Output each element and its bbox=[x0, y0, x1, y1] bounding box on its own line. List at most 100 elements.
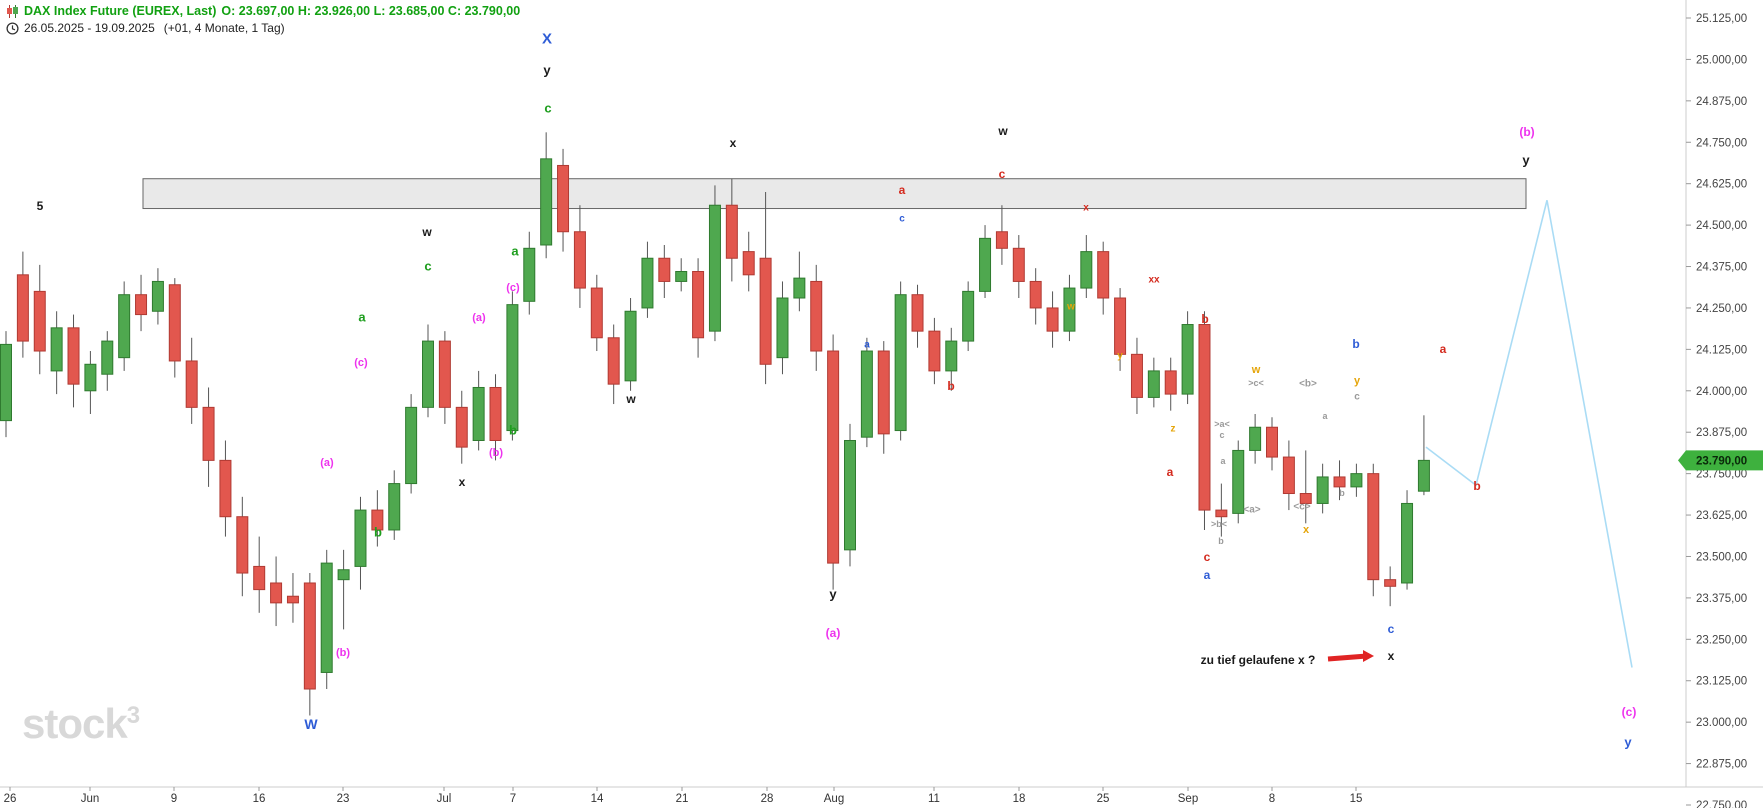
wave-label[interactable]: y bbox=[1624, 735, 1632, 750]
candle-body bbox=[523, 247, 536, 302]
candle-body bbox=[1316, 476, 1329, 504]
wave-label[interactable]: w bbox=[1251, 364, 1261, 376]
candle-body bbox=[118, 294, 131, 359]
candle-body bbox=[1181, 324, 1194, 395]
wave-label[interactable]: c bbox=[1204, 550, 1211, 564]
resistance-zone[interactable] bbox=[142, 178, 1527, 210]
wave-label[interactable]: z bbox=[1171, 424, 1176, 435]
candle-body bbox=[1080, 251, 1093, 289]
wave-label[interactable]: x bbox=[1303, 524, 1310, 536]
wave-label[interactable]: c bbox=[1219, 430, 1224, 440]
wave-label[interactable]: c bbox=[424, 259, 431, 274]
wave-label[interactable]: y bbox=[1117, 351, 1123, 362]
wave-label[interactable]: (b) bbox=[489, 447, 503, 459]
candle bbox=[286, 573, 299, 623]
callout-arrow[interactable] bbox=[1327, 653, 1368, 662]
wave-label[interactable]: (c) bbox=[506, 282, 520, 294]
stock3-logo-text: stock bbox=[22, 700, 128, 747]
wave-label[interactable]: xx bbox=[1148, 275, 1160, 286]
candle-body bbox=[236, 516, 249, 574]
candle-body bbox=[979, 237, 992, 292]
candle bbox=[894, 281, 907, 441]
time-tick-label: 26 bbox=[4, 793, 17, 805]
wave-label[interactable]: y bbox=[829, 587, 837, 602]
wave-label[interactable]: y bbox=[543, 63, 551, 78]
wave-label[interactable]: w bbox=[997, 124, 1008, 138]
candle bbox=[202, 387, 215, 487]
candle-body bbox=[135, 294, 148, 316]
wave-label[interactable]: (b) bbox=[1519, 125, 1534, 139]
wave-label[interactable]: y bbox=[1354, 375, 1361, 387]
time-axis[interactable]: 26 Jun 9 16 23 Jul 7 14 21 28 Aug 11 18 25 Sep 8 15 bbox=[4, 787, 1363, 805]
wave-label[interactable]: <a> bbox=[1243, 505, 1260, 516]
candle-body bbox=[438, 340, 451, 408]
candle bbox=[742, 231, 755, 292]
wave-label[interactable]: a bbox=[1167, 465, 1174, 479]
candle-body bbox=[607, 337, 620, 385]
wave-label[interactable]: x bbox=[1388, 649, 1395, 663]
wave-label[interactable]: a bbox=[1204, 568, 1211, 582]
wave-label[interactable]: a bbox=[358, 310, 366, 325]
projection-line[interactable] bbox=[1425, 200, 1633, 668]
wave-label[interactable]: (a) bbox=[472, 312, 486, 324]
wave-label[interactable]: <c> bbox=[1293, 502, 1310, 513]
wave-label[interactable]: c bbox=[544, 101, 551, 116]
wave-label[interactable]: W bbox=[304, 716, 318, 732]
time-tick-label: Aug bbox=[824, 793, 844, 805]
candle bbox=[354, 496, 367, 590]
wave-label[interactable]: X bbox=[542, 30, 552, 47]
wave-label[interactable]: b bbox=[1201, 312, 1208, 326]
candle bbox=[708, 185, 721, 342]
wave-label[interactable]: a bbox=[1322, 411, 1328, 421]
candle-body bbox=[540, 158, 553, 246]
wave-label[interactable]: b bbox=[509, 423, 517, 438]
wave-label[interactable]: x bbox=[730, 136, 737, 150]
wave-label[interactable]: x bbox=[459, 475, 466, 489]
wave-label[interactable]: (c) bbox=[1622, 705, 1637, 719]
candle bbox=[540, 132, 553, 259]
price-tick-label: 24.625,00 bbox=[1696, 179, 1747, 191]
candle bbox=[979, 225, 992, 299]
wave-label[interactable]: y bbox=[1522, 153, 1530, 168]
callout-text[interactable]: zu tief gelaufene x ? bbox=[1201, 653, 1316, 667]
wave-label[interactable]: w bbox=[1066, 302, 1075, 313]
wave-label[interactable]: (c) bbox=[354, 357, 368, 369]
candle-body bbox=[1164, 370, 1177, 395]
candle bbox=[151, 268, 164, 325]
wave-label[interactable]: (a) bbox=[826, 626, 841, 640]
wave-label[interactable]: b bbox=[947, 379, 954, 393]
price-tick-label: 23.125,00 bbox=[1696, 676, 1747, 688]
wave-label[interactable]: c bbox=[1354, 392, 1360, 403]
wave-label[interactable]: c bbox=[899, 214, 905, 225]
wave-label[interactable]: a bbox=[511, 244, 519, 259]
wave-label[interactable]: b bbox=[374, 525, 382, 540]
wave-label[interactable]: >b< bbox=[1211, 519, 1227, 529]
wave-label[interactable]: >c< bbox=[1248, 378, 1264, 388]
price-tick-label: 24.250,00 bbox=[1696, 303, 1747, 315]
current-price-label: 23.790,00 bbox=[1696, 455, 1747, 467]
wave-label[interactable]: b bbox=[1218, 536, 1224, 546]
wave-label[interactable]: a bbox=[1220, 456, 1226, 466]
price-axis[interactable]: 25.125,00 25.000,00 24.875,00 24.750,00 24.6… bbox=[1686, 13, 1747, 808]
wave-label[interactable]: a bbox=[899, 183, 906, 197]
wave-label[interactable]: a bbox=[864, 340, 870, 351]
wave-label[interactable]: a bbox=[1440, 342, 1447, 356]
candle-body bbox=[1063, 287, 1076, 332]
wave-label[interactable]: w bbox=[625, 392, 636, 406]
wave-label[interactable]: w bbox=[421, 225, 432, 239]
wave-label[interactable]: >a< bbox=[1214, 419, 1230, 429]
candle-body bbox=[860, 350, 873, 438]
wave-label[interactable]: 5 bbox=[37, 199, 44, 213]
candle-body bbox=[675, 270, 688, 282]
wave-label[interactable]: b bbox=[1339, 488, 1345, 498]
wave-label[interactable]: x bbox=[1083, 203, 1089, 214]
wave-label[interactable]: c bbox=[1388, 622, 1395, 636]
wave-label[interactable]: b bbox=[1473, 479, 1480, 493]
wave-label[interactable]: b bbox=[1352, 337, 1359, 351]
wave-label[interactable]: <b> bbox=[1299, 379, 1317, 390]
wave-label[interactable]: (b) bbox=[336, 647, 350, 659]
price-tick-label: 23.500,00 bbox=[1696, 551, 1747, 563]
wave-label[interactable]: (a) bbox=[320, 457, 334, 469]
wave-label[interactable]: c bbox=[999, 167, 1006, 181]
